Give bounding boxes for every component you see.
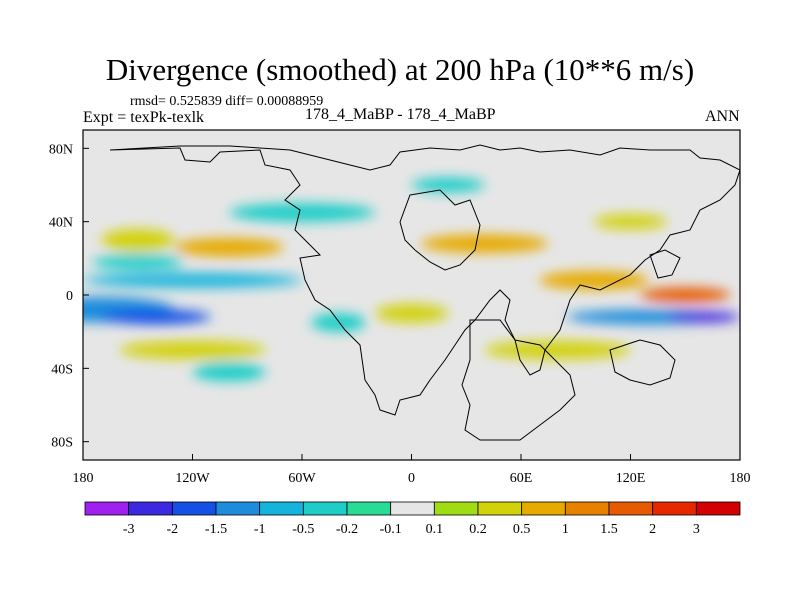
field-patch (119, 340, 266, 360)
season-label: ANN (705, 108, 740, 125)
colorbar-swatch (128, 501, 173, 516)
field-patch (101, 229, 175, 251)
y-tick-label: 40S (51, 362, 73, 377)
field-patch (375, 304, 448, 323)
field-patch (92, 254, 184, 270)
field-patch (101, 309, 211, 325)
field-patch (420, 234, 549, 253)
colorbar-label: -1 (254, 522, 266, 537)
field-patch (411, 177, 485, 193)
chart-title: Divergence (smoothed) at 200 hPa (10**6 … (105, 52, 695, 87)
colorbar-swatch (608, 501, 654, 516)
colorbar-label: 1 (562, 522, 569, 537)
y-tick-label: 40N (49, 216, 73, 231)
x-tick-label: 120E (616, 471, 646, 486)
field-patch (667, 311, 740, 323)
divergence-field (83, 130, 740, 460)
field-patch (484, 340, 631, 360)
x-tick-label: 120W (175, 471, 210, 486)
colorbar-label: -3 (123, 522, 135, 537)
field-patch (174, 238, 284, 257)
colorbar: -3 -2 -1.5 -1 -0.5 -0.2 -0.1 0.1 0.2 0.5 1 1.5 2 3 (84, 501, 741, 537)
continent-outline (109, 144, 740, 441)
colorbar-label: -0.2 (336, 522, 358, 537)
colorbar-label: 3 (693, 522, 700, 537)
colorbar-swatch (477, 501, 523, 516)
y-tick-label: 80N (49, 142, 73, 157)
colorbar-swatch (84, 501, 130, 516)
x-tick-label: 180 (73, 471, 94, 486)
x-tick-label: 60W (288, 471, 316, 486)
x-tick-label: 180 (730, 471, 751, 486)
colorbar-swatch (171, 501, 217, 516)
colorbar-swatch (390, 501, 435, 516)
colorbar-label: -0.5 (292, 522, 314, 537)
y-tick-label: 80S (51, 436, 73, 451)
field-patch (229, 203, 375, 222)
x-tick-label: 60E (510, 471, 533, 486)
colorbar-label: 0.5 (513, 522, 531, 537)
field-patch (539, 271, 649, 290)
colorbar-swatch (695, 501, 741, 516)
case-label: 178_4_MaBP - 178_4_MaBP (305, 106, 496, 123)
x-tick-label: 0 (408, 471, 415, 486)
colorbar-label: -0.1 (380, 522, 402, 537)
colorbar-swatch (564, 501, 610, 516)
field-patch (594, 214, 667, 230)
colorbar-label: 0.2 (469, 522, 487, 537)
colorbar-swatch (259, 501, 304, 516)
colorbar-label: 0.1 (426, 522, 444, 537)
y-tick-label: 0 (66, 289, 73, 304)
field-patch (192, 362, 266, 382)
colorbar-swatch (215, 501, 261, 516)
colorbar-label: 2 (649, 522, 656, 537)
colorbar-swatch (652, 501, 697, 516)
colorbar-swatch (346, 501, 392, 516)
colorbar-swatch (521, 501, 566, 516)
experiment-label: Expt = texPk-texlk (83, 109, 205, 126)
colorbar-label: -1.5 (205, 522, 227, 537)
colorbar-label: -2 (166, 522, 178, 537)
colorbar-label: 1.5 (600, 522, 618, 537)
stats-label: rmsd= 0.525839 diff= 0.00088959 (130, 94, 324, 109)
field-patch (639, 287, 731, 303)
axes: 180 120W 60W 0 60E 120E 180 80N 40N 0 40S 80S (49, 142, 751, 486)
field-patch (83, 273, 302, 288)
field-patch (311, 313, 366, 332)
colorbar-swatch (302, 501, 348, 516)
colorbar-swatch (433, 501, 479, 516)
